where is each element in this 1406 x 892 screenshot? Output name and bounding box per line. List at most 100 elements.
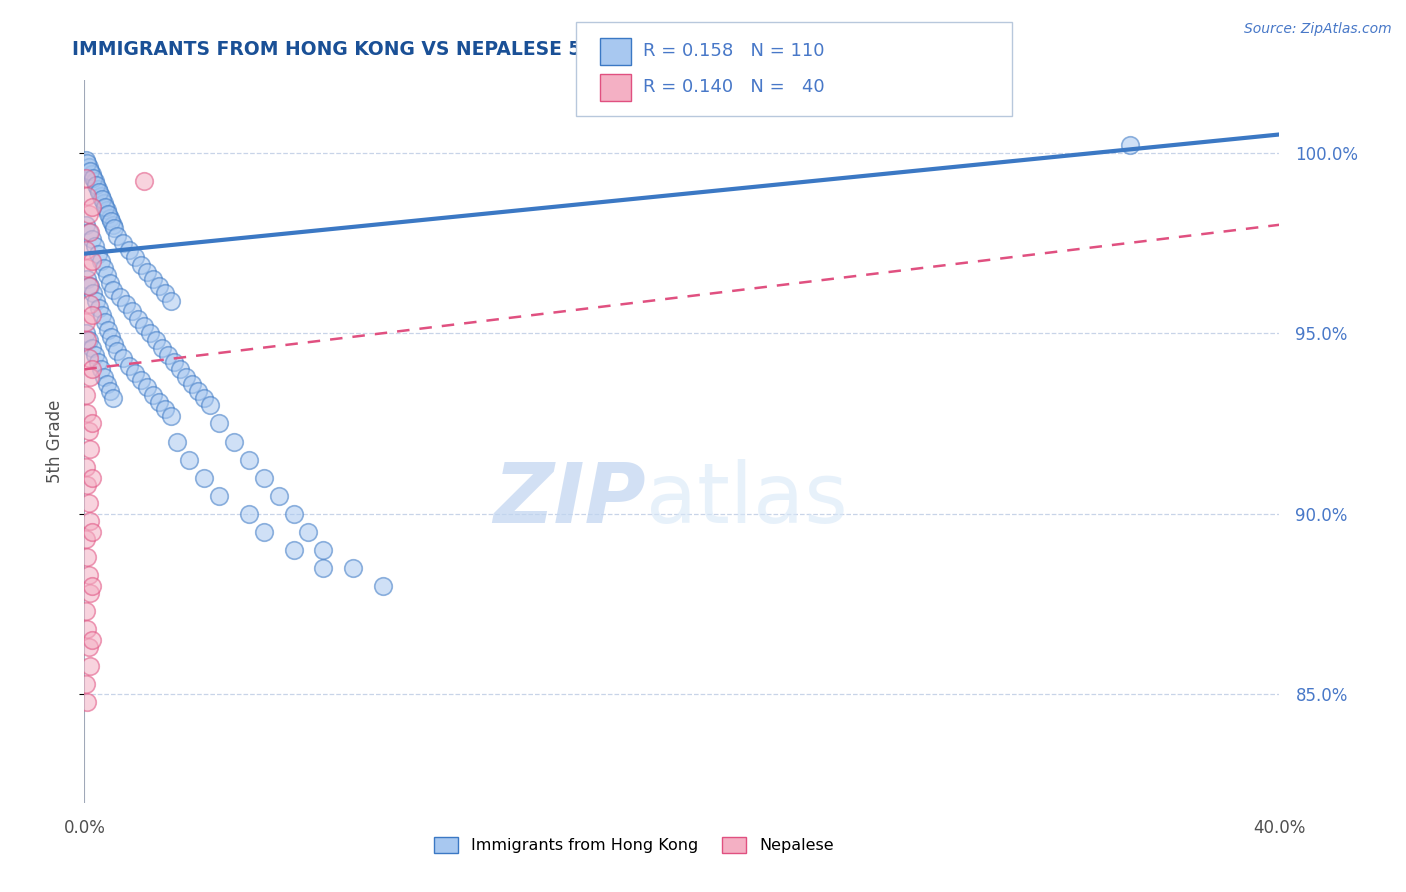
Point xyxy=(132,174,156,188)
Point xyxy=(79,297,101,311)
Point xyxy=(127,311,149,326)
Point xyxy=(75,243,97,257)
Point xyxy=(129,258,152,272)
Point xyxy=(79,163,101,178)
Point xyxy=(80,232,103,246)
Point xyxy=(75,387,97,401)
Point xyxy=(160,409,183,424)
Point xyxy=(124,366,146,380)
Point xyxy=(136,265,159,279)
Point xyxy=(75,218,97,232)
Point xyxy=(222,434,245,449)
Point xyxy=(110,290,132,304)
Point xyxy=(87,355,110,369)
Point xyxy=(181,376,204,391)
Point xyxy=(79,514,101,528)
Point xyxy=(75,459,97,474)
Point xyxy=(90,362,112,376)
Point xyxy=(75,170,97,185)
Point xyxy=(80,308,103,322)
Point xyxy=(98,211,121,225)
Point xyxy=(79,225,101,239)
Point xyxy=(129,373,152,387)
Point xyxy=(124,250,146,264)
Point xyxy=(83,174,105,188)
Text: ZIP: ZIP xyxy=(494,458,647,540)
Point xyxy=(76,261,98,276)
Point xyxy=(80,341,103,355)
Point xyxy=(312,561,335,575)
Point xyxy=(283,507,305,521)
Point xyxy=(80,200,103,214)
Point xyxy=(101,283,124,297)
Point xyxy=(373,579,395,593)
Point xyxy=(83,239,105,253)
Point xyxy=(112,351,135,366)
Point xyxy=(79,442,101,456)
Point xyxy=(208,489,231,503)
Point xyxy=(96,376,118,391)
Point xyxy=(98,276,121,290)
Point xyxy=(297,524,319,539)
Point xyxy=(96,203,118,218)
Point xyxy=(80,254,103,268)
Point xyxy=(77,568,100,582)
Point xyxy=(77,225,100,239)
Point xyxy=(80,362,103,376)
Point xyxy=(166,434,188,449)
Point xyxy=(101,391,124,405)
Point xyxy=(238,452,260,467)
Point xyxy=(118,243,141,257)
Point xyxy=(193,471,215,485)
Point xyxy=(80,167,103,181)
Point xyxy=(157,348,180,362)
Point xyxy=(94,315,117,329)
Point xyxy=(153,286,176,301)
Point xyxy=(76,156,98,170)
Point xyxy=(79,279,101,293)
Point xyxy=(77,424,100,438)
Point xyxy=(132,318,156,333)
Point xyxy=(93,261,115,276)
Point xyxy=(80,417,103,431)
Point xyxy=(76,272,98,286)
Text: Source: ZipAtlas.com: Source: ZipAtlas.com xyxy=(1244,22,1392,37)
Point xyxy=(77,279,100,293)
Point xyxy=(77,496,100,510)
Point xyxy=(91,308,114,322)
Point xyxy=(100,330,122,344)
Point xyxy=(76,406,98,420)
Point xyxy=(103,221,125,235)
Point xyxy=(103,337,125,351)
Point xyxy=(77,207,100,221)
Point xyxy=(82,170,104,185)
Point xyxy=(193,391,215,405)
Point xyxy=(76,189,98,203)
Point xyxy=(83,348,105,362)
Point xyxy=(86,293,108,308)
Point xyxy=(75,326,97,341)
Point xyxy=(267,489,290,503)
Point xyxy=(105,228,128,243)
Point xyxy=(253,524,276,539)
Point xyxy=(160,293,183,308)
Point xyxy=(121,304,143,318)
Point xyxy=(80,579,103,593)
Point xyxy=(89,301,111,315)
Point xyxy=(187,384,209,398)
Point xyxy=(80,524,103,539)
Point xyxy=(283,543,305,558)
Point xyxy=(87,246,110,260)
Point xyxy=(112,235,135,250)
Point xyxy=(76,550,98,565)
Point xyxy=(90,254,112,268)
Point xyxy=(177,452,200,467)
Point xyxy=(76,334,98,348)
Point xyxy=(253,471,276,485)
Point xyxy=(87,182,110,196)
Point xyxy=(94,200,117,214)
Point xyxy=(98,384,121,398)
Point xyxy=(142,387,165,401)
Point xyxy=(77,640,100,655)
Point xyxy=(169,362,191,376)
